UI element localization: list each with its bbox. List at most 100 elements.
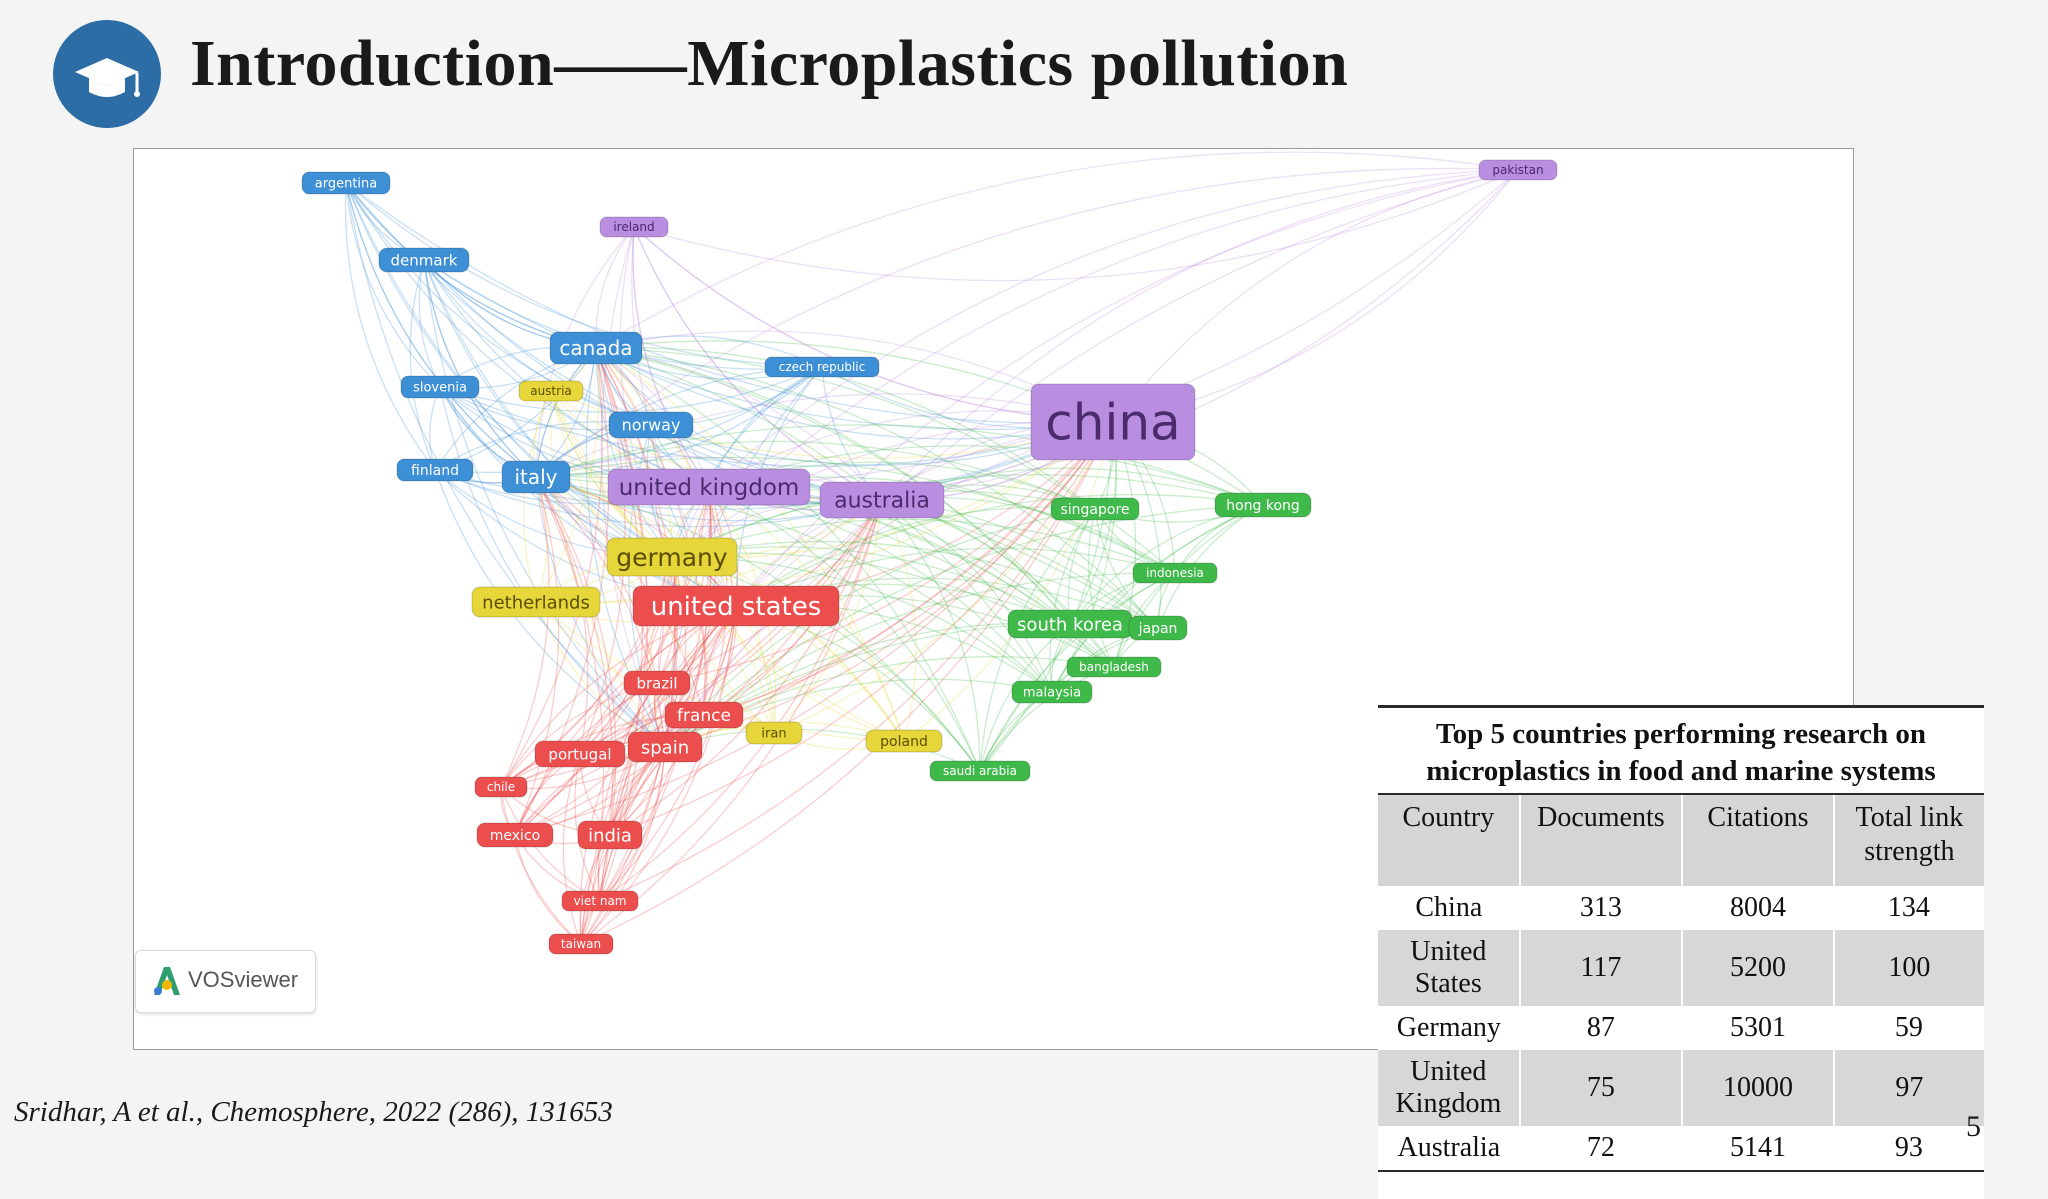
network-edge [599,746,666,902]
network-node-bangladesh: bangladesh [1066,656,1162,678]
network-edge [664,508,1096,748]
node-box [476,822,554,848]
network-edge [574,753,601,902]
network-edge [535,476,905,742]
network-edge [418,259,441,388]
network-edge [664,728,981,772]
network-nodes: argentina denmark canada slovenia norway finl… [301,159,1558,955]
table-header-row: Country Documents Citations Total link s… [1378,793,1984,886]
network-edge [535,476,705,716]
network-node-viet-nam: viet nam [561,890,639,912]
node-box [608,411,694,439]
network-edge [632,226,710,488]
network-edge [579,486,710,755]
network-edge [671,366,823,558]
node-box [764,356,880,378]
node-box [301,171,391,195]
network-node-germany: germany [606,537,738,577]
node-box [623,670,691,696]
network-edge [656,421,1114,684]
network-edge [549,390,666,748]
network-edge [773,499,883,734]
network-edge [650,556,673,748]
network-edge [523,390,552,603]
network-edge [423,259,673,558]
network-edge [595,347,673,558]
network-edge [633,169,1519,282]
network-edge [595,347,665,684]
graduation-cap-logo [53,20,161,128]
network-edge [881,169,1519,501]
network-edge [434,366,823,473]
network-edge [345,182,537,478]
network-node-ireland: ireland [599,216,669,238]
node-label: france [677,706,731,726]
network-node-pakistan: pakistan [1478,159,1558,181]
network-edge [595,347,1071,625]
network-edge [619,226,673,558]
cell-tls: 59 [1894,1012,1923,1043]
cell-documents: 87 [1586,1012,1615,1043]
cell-documents: 117 [1518,930,1683,1006]
node-box [561,890,639,912]
network-edge [735,494,1264,607]
network-edge [881,169,1519,501]
network-edge [535,347,600,603]
network-edge [562,753,582,945]
network-edge [345,182,666,748]
network-edge [535,393,1114,478]
node-label: netherlands [482,592,590,613]
node-box [577,820,643,850]
network-edge [434,347,597,471]
col-total-link-strength: Total link strength [1832,793,1984,886]
stats-table: Country Documents Citations Total link s… [1378,793,1984,1172]
network-edge [671,474,1264,558]
node-box [632,585,840,627]
node-box [606,537,738,577]
node-label: indonesia [1146,566,1204,580]
node-label: saudi arabia [943,764,1017,778]
network-edge [671,169,1519,558]
node-label: japan [1138,621,1178,637]
col-country: Country [1378,793,1520,886]
network-edge [514,499,883,836]
network-edge [580,746,666,945]
network-edge [1088,508,1115,668]
node-label: australia [834,489,930,514]
node-label: canada [559,336,632,360]
network-node-finland: finland [396,458,474,482]
table-row: United Kingdom 75 10000 97 [1378,1050,1984,1126]
network-edge [345,182,441,388]
network-edge [703,421,1114,716]
node-label: india [588,825,632,846]
network-node-france: france [664,701,744,729]
node-box [534,740,626,768]
network-edge [345,182,673,558]
network-edge [434,469,883,528]
network-edge [535,476,666,748]
network-edge [585,347,666,748]
network-edge [345,182,823,368]
country-network-graph: argentina denmark canada slovenia norway finl… [301,151,1558,955]
vosviewer-badge: VOSviewer [135,950,316,1013]
network-node-australia: australia [819,481,945,519]
node-box [1011,680,1093,704]
network-node-czech-republic: czech republic [764,356,880,378]
node-label: germany [616,543,728,572]
network-edge [434,347,597,471]
network-edge [609,605,737,836]
node-box [378,247,470,273]
cell-country: United Kingdom [1378,1050,1520,1126]
node-label: malaysia [1023,686,1081,701]
network-edge [708,486,981,772]
network-edge [535,167,1519,478]
network-edge [535,476,617,836]
node-label: chile [487,780,515,794]
node-box [819,481,945,519]
network-edge [1049,508,1096,693]
col-citations: Citations [1681,793,1834,886]
network-node-united-states: united states [632,585,840,627]
node-label: ireland [613,220,654,234]
node-label: spain [641,737,689,758]
network-edge [595,346,1096,510]
